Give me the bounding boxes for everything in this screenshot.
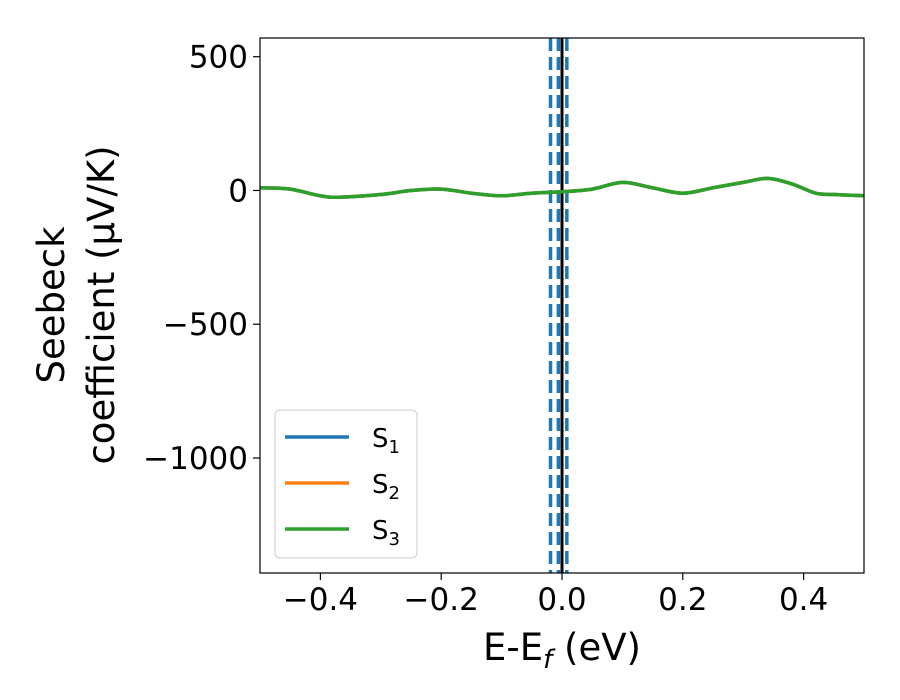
legend-label-S2: S2: [372, 470, 400, 504]
y-axis-label-line1: Seebeck: [30, 226, 73, 384]
series-lines: [259, 176, 865, 200]
x-axis-label: E-Ef (eV): [483, 626, 641, 675]
y-tick-label: 0: [228, 173, 248, 209]
legend-label-S3: S3: [372, 516, 400, 550]
y-tick-label: −1000: [143, 441, 248, 477]
x-tick-label: −0.4: [283, 582, 358, 618]
vertical-reference-lines: [548, 38, 569, 573]
y-tick-label: 500: [189, 40, 248, 76]
x-tick-label: 0.2: [658, 582, 707, 618]
series-line-S3: [259, 176, 865, 200]
x-tick-label: −0.2: [404, 582, 479, 618]
x-axis-ticks: −0.4 −0.2 0.0 0.2 0.4: [283, 573, 828, 618]
y-axis-ticks: 500 0 −500 −1000: [143, 40, 260, 477]
legend-label-S1: S1: [372, 424, 400, 458]
legend: S1 S2 S3: [274, 409, 418, 559]
y-tick-label: −500: [163, 307, 248, 343]
x-tick-label: 0.4: [779, 582, 828, 618]
x-tick-label: 0.0: [537, 582, 586, 618]
y-axis-label-line2: coefficient (μV/K): [80, 145, 123, 464]
